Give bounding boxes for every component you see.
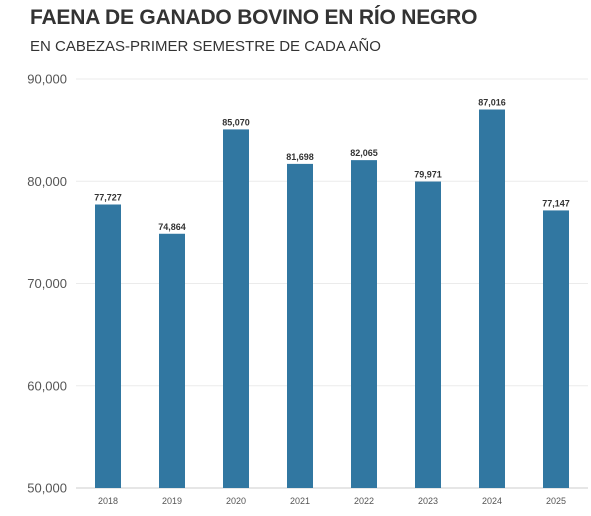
data-labels: 77,727 74,864 85,070 81,698 82,065 79,971 87,0… xyxy=(94,98,570,232)
x-axis: 2018 2019 2020 2021 2022 2023 2024 2025 xyxy=(98,496,566,506)
y-tick-label: 90,000 xyxy=(27,72,67,87)
data-label: 87,016 xyxy=(478,98,506,108)
y-tick-label: 80,000 xyxy=(27,174,67,189)
bar-2025 xyxy=(543,210,569,488)
y-tick-label: 50,000 xyxy=(27,481,67,496)
data-label: 85,070 xyxy=(222,117,250,127)
data-label: 74,864 xyxy=(158,222,186,232)
chart-subtitle: EN CABEZAS-PRIMER SEMESTRE DE CADA AÑO xyxy=(30,38,381,55)
bar-2021 xyxy=(287,163,313,489)
x-tick-label: 2018 xyxy=(98,496,118,506)
data-label: 82,065 xyxy=(350,148,378,158)
data-label: 81,698 xyxy=(286,152,314,162)
bar-2024 xyxy=(479,109,505,488)
bars xyxy=(95,109,569,489)
chart-title: FAENA DE GANADO BOVINO EN RÍO NEGRO xyxy=(30,6,478,29)
y-tick-label: 60,000 xyxy=(27,378,67,393)
data-label: 79,971 xyxy=(414,170,442,180)
x-tick-label: 2023 xyxy=(418,496,438,506)
x-tick-label: 2024 xyxy=(482,496,502,506)
gridlines xyxy=(76,78,588,489)
x-tick-label: 2019 xyxy=(162,496,182,506)
bar-2020 xyxy=(223,129,249,489)
x-tick-label: 2025 xyxy=(546,496,566,506)
x-tick-label: 2022 xyxy=(354,496,374,506)
bar-2022 xyxy=(351,160,377,488)
x-tick-label: 2021 xyxy=(290,496,310,506)
y-tick-label: 70,000 xyxy=(27,276,67,291)
bar-2023 xyxy=(415,181,441,489)
x-tick-label: 2020 xyxy=(226,496,246,506)
bar-2018 xyxy=(95,204,121,488)
bar-2019 xyxy=(159,233,185,488)
data-label: 77,727 xyxy=(94,192,122,202)
data-label: 77,147 xyxy=(542,198,570,208)
y-axis: 50,000 60,000 70,000 80,000 90,000 xyxy=(27,72,67,496)
